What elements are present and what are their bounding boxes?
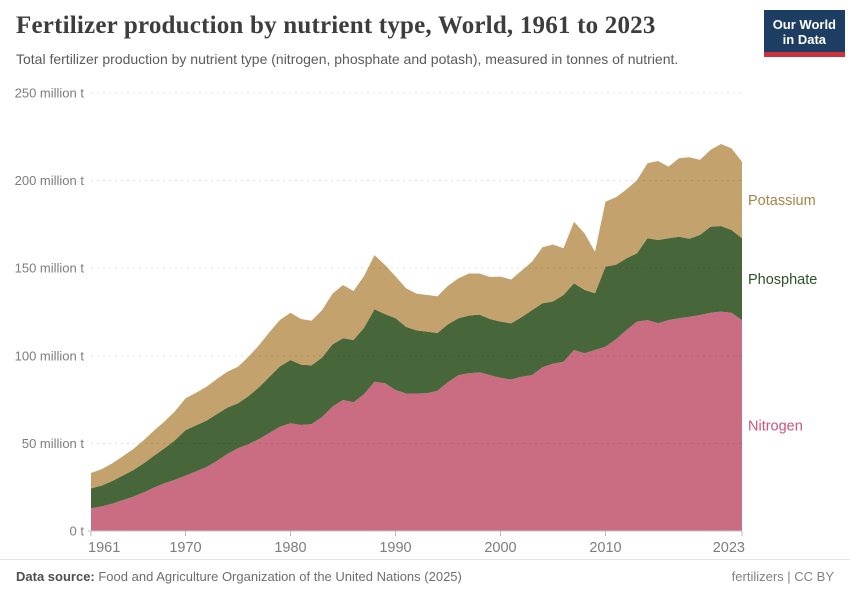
legend-label-nitrogen[interactable]: Nitrogen: [748, 419, 803, 435]
owid-logo-line1: Our World: [772, 17, 836, 32]
area-phosphate[interactable]: [91, 226, 742, 509]
x-tick-label: 1980: [274, 540, 306, 556]
data-source-line: Data source: Food and Agriculture Organi…: [16, 569, 462, 584]
owid-logo-line2: in Data: [782, 32, 827, 47]
footer-divider: [0, 559, 850, 560]
legend-label-phosphate[interactable]: Phosphate: [748, 272, 817, 288]
area-nitrogen[interactable]: [91, 311, 742, 531]
legend-label-potassium[interactable]: Potassium: [748, 193, 816, 209]
x-tick-label: 2023: [713, 540, 745, 556]
y-tick-label: 200 million t: [15, 173, 85, 188]
footer-license[interactable]: fertilizers | CC BY: [731, 569, 834, 584]
data-source-label: Data source:: [16, 569, 95, 584]
x-tick-label: 2000: [484, 540, 516, 556]
x-tick-label: 1961: [88, 540, 120, 556]
y-tick-label: 0 t: [70, 524, 85, 539]
x-tick-label: 1970: [169, 540, 201, 556]
owid-logo[interactable]: Our World in Data: [763, 10, 845, 57]
y-tick-label: 100 million t: [15, 348, 85, 363]
page-title: Fertilizer production by nutrient type, …: [16, 12, 656, 39]
chart-subtitle: Total fertilizer production by nutrient …: [16, 51, 679, 67]
x-tick-label: 2010: [589, 540, 621, 556]
y-tick-label: 150 million t: [15, 261, 85, 276]
area-potassium[interactable]: [91, 144, 742, 489]
y-tick-label: 250 million t: [15, 86, 85, 101]
data-source-text: Food and Agriculture Organization of the…: [94, 569, 462, 584]
x-tick-label: 1990: [379, 540, 411, 556]
y-tick-label: 50 million t: [22, 436, 85, 451]
